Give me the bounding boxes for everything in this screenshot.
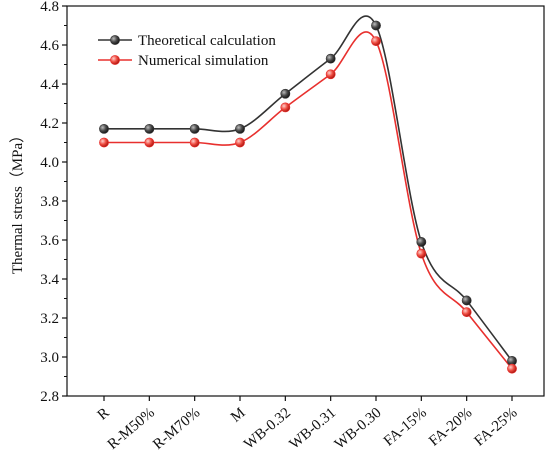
x-axis: RR-M50%R-M70% MWB-0.32WB-0.31WB-0.30FA-15… xyxy=(95,396,521,453)
data-point-theoretical xyxy=(326,54,335,63)
data-point-theoretical xyxy=(462,296,471,305)
data-point-numerical xyxy=(417,249,426,258)
y-tick-label: 3.2 xyxy=(40,311,59,327)
y-tick-label: 4.0 xyxy=(40,155,59,171)
y-axis: 2.8 3.0 3.2 3.4 3.6 3.8 4.0 4.2 4.4 4.6 4.8 xyxy=(40,0,67,405)
y-tick-label: 4.8 xyxy=(40,0,59,15)
data-point-theoretical xyxy=(190,124,199,133)
series-layer xyxy=(99,16,516,373)
x-tick-label: WB-0.32 xyxy=(241,405,294,453)
y-tick-label: 4.6 xyxy=(40,38,59,54)
x-tick-label: M xyxy=(228,405,249,426)
y-tick-label: 3.4 xyxy=(40,272,59,288)
x-tick-label: FA-25% xyxy=(472,405,521,450)
y-tick-label: 3.0 xyxy=(40,350,59,366)
x-tick-label: WB-0.30 xyxy=(332,405,385,453)
data-point-theoretical xyxy=(371,21,380,30)
data-point-numerical xyxy=(235,138,244,147)
y-axis-title: Thermal stress（MPa） xyxy=(9,128,26,274)
series-line-numerical xyxy=(104,32,512,369)
x-tick-label: WB-0.31 xyxy=(286,405,339,453)
y-tick-label: 3.8 xyxy=(40,194,59,210)
data-point-theoretical xyxy=(145,124,154,133)
data-point-numerical xyxy=(371,37,380,46)
x-tick-label: FA-20% xyxy=(426,405,475,450)
data-point-numerical xyxy=(326,70,335,79)
y-tick-label: 4.4 xyxy=(40,77,59,93)
data-point-theoretical xyxy=(417,237,426,246)
y-tick-label: 2.8 xyxy=(40,389,59,405)
data-point-numerical xyxy=(462,308,471,317)
data-point-theoretical xyxy=(235,124,244,133)
data-point-numerical xyxy=(281,103,290,112)
data-point-numerical xyxy=(99,138,108,147)
y-tick-label: 3.6 xyxy=(40,233,59,249)
data-point-numerical xyxy=(190,138,199,147)
x-tick-label: R-M70% xyxy=(150,405,203,453)
legend-marker-numerical xyxy=(110,55,119,64)
x-tick-label: R-M50% xyxy=(105,405,158,453)
data-point-numerical xyxy=(507,364,516,373)
x-tick-label: FA-15% xyxy=(381,405,430,450)
x-tick-label: R xyxy=(95,405,113,424)
legend-marker-theoretical xyxy=(110,35,119,44)
legend-label-numerical: Numerical simulation xyxy=(138,53,269,69)
legend: Theoretical calculation Numerical simulat… xyxy=(98,33,276,69)
data-point-theoretical xyxy=(281,89,290,98)
data-point-theoretical xyxy=(99,124,108,133)
data-point-numerical xyxy=(145,138,154,147)
y-tick-label: 4.2 xyxy=(40,116,59,132)
legend-label-theoretical: Theoretical calculation xyxy=(138,33,276,49)
